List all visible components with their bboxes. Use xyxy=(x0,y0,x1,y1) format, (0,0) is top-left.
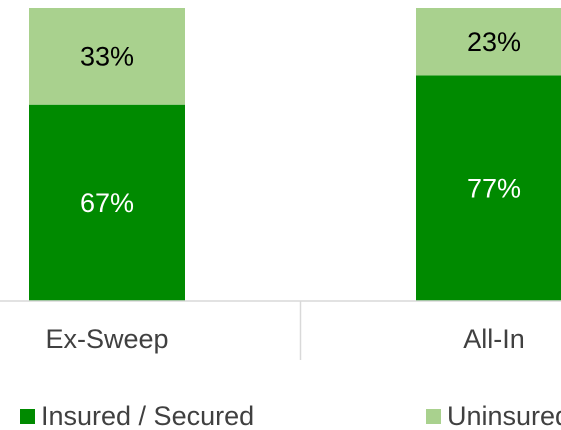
data-label: 77% xyxy=(467,173,521,203)
data-label: 33% xyxy=(80,41,134,71)
bar-segment xyxy=(416,75,561,301)
data-label: 67% xyxy=(80,188,134,218)
x-tick-label: All-In xyxy=(463,324,525,354)
bar-segment xyxy=(416,8,561,76)
legend-swatch xyxy=(426,409,441,424)
legend-label: Insured / Secured xyxy=(41,401,254,430)
legend-swatch xyxy=(20,409,35,424)
data-label: 23% xyxy=(467,27,521,57)
x-tick-label: Ex-Sweep xyxy=(45,324,168,354)
bar-segment xyxy=(29,8,185,105)
bar-segment xyxy=(29,104,185,301)
legend-label: Uninsured xyxy=(447,401,561,430)
